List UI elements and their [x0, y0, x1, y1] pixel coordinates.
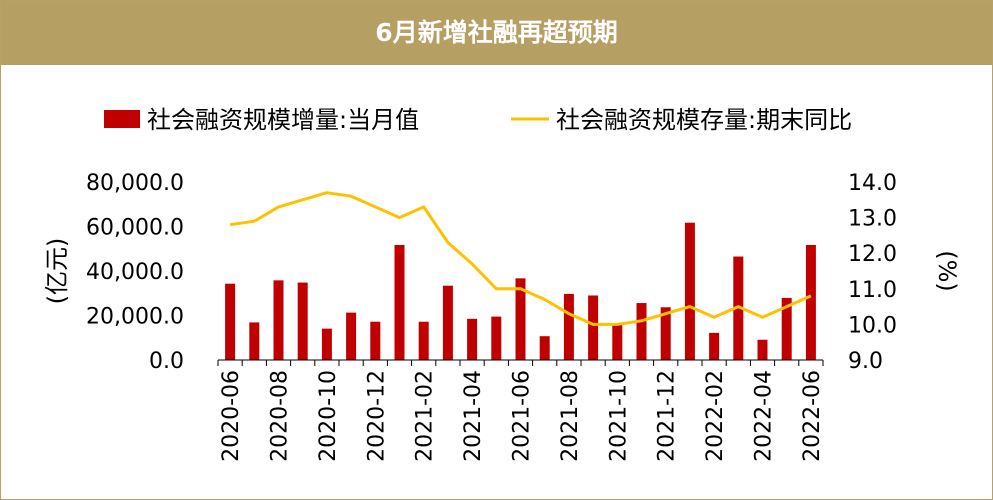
y-left-tick-label: 40,000.0 — [86, 260, 184, 285]
x-tick-label: 2020-08 — [268, 370, 293, 462]
bar — [321, 328, 332, 360]
x-axis: 2020-06 2020-08 2020-10 2020-12 2021-02 2021-… — [217, 359, 825, 462]
combo-chart: 社会融资规模增量:当月值 社会融资规模存量:期末同比 0.0 20,000.0 40,… — [43, 106, 961, 462]
bar — [709, 332, 720, 360]
x-tick-label: 2021-06 — [510, 370, 535, 462]
y-left-tick-label: 60,000.0 — [86, 216, 184, 241]
bar — [394, 244, 405, 360]
x-tick-label: 2021-10 — [606, 370, 631, 462]
bar — [781, 297, 792, 360]
bar — [515, 278, 526, 360]
bar — [733, 256, 744, 360]
legend-bar-label: 社会融资规模增量:当月值 — [147, 106, 419, 134]
bar — [370, 321, 381, 360]
x-tick-label: 2021-08 — [558, 370, 583, 462]
y-right-tick-label: 12.0 — [848, 242, 897, 267]
x-tick-label: 2020-10 — [316, 370, 341, 462]
bar — [757, 339, 768, 360]
y-left-axis-label: (亿元) — [43, 238, 71, 305]
y-axis-right: 9.0 10.0 11.0 12.0 13.0 14.0 (%) — [848, 171, 961, 374]
y-axis-left: 0.0 20,000.0 40,000.0 60,000.0 80,000.0 (亿元) — [43, 171, 184, 374]
x-tick-label: 2022-06 — [800, 370, 825, 462]
bar — [273, 280, 284, 360]
chart-title: 6月新增社融再超预期 — [375, 18, 618, 47]
bar — [491, 316, 502, 360]
x-tick-label: 2021-12 — [655, 370, 680, 462]
bar — [297, 282, 308, 360]
legend: 社会融资规模增量:当月值 社会融资规模存量:期末同比 — [104, 106, 852, 134]
x-tick-label: 2022-04 — [752, 370, 777, 462]
y-right-tick-label: 9.0 — [848, 349, 883, 374]
bar — [346, 312, 357, 360]
legend-bar-swatch — [104, 110, 140, 128]
bar — [660, 307, 671, 360]
bar — [588, 295, 599, 360]
x-tick-label: 2020-12 — [364, 370, 389, 462]
bar — [249, 322, 260, 360]
bar — [467, 318, 478, 360]
bar — [539, 336, 550, 360]
bar-series — [225, 222, 816, 360]
bar — [805, 244, 816, 360]
x-tick-label: 2020-06 — [219, 370, 244, 462]
y-right-tick-label: 14.0 — [848, 171, 897, 196]
y-right-axis-label: (%) — [933, 250, 961, 292]
bar — [636, 303, 647, 360]
line-series — [229, 191, 812, 326]
legend-line-label: 社会融资规模存量:期末同比 — [556, 106, 852, 134]
title-bar — [1, 1, 992, 65]
x-tick-label: 2022-02 — [703, 370, 728, 462]
bar — [442, 285, 453, 360]
y-right-tick-label: 11.0 — [848, 278, 897, 303]
y-right-tick-label: 10.0 — [848, 313, 897, 338]
y-left-tick-label: 20,000.0 — [86, 305, 184, 330]
bar — [563, 293, 574, 360]
y-right-tick-label: 13.0 — [848, 207, 897, 232]
x-tick-label: 2021-02 — [413, 370, 438, 462]
y-left-tick-label: 80,000.0 — [86, 171, 184, 196]
y-left-tick-label: 0.0 — [149, 349, 184, 374]
x-tick-label: 2021-04 — [461, 370, 486, 462]
bar — [612, 323, 623, 360]
bar — [225, 283, 236, 360]
bar — [418, 321, 429, 360]
series-line — [229, 191, 812, 326]
bar — [684, 222, 695, 360]
